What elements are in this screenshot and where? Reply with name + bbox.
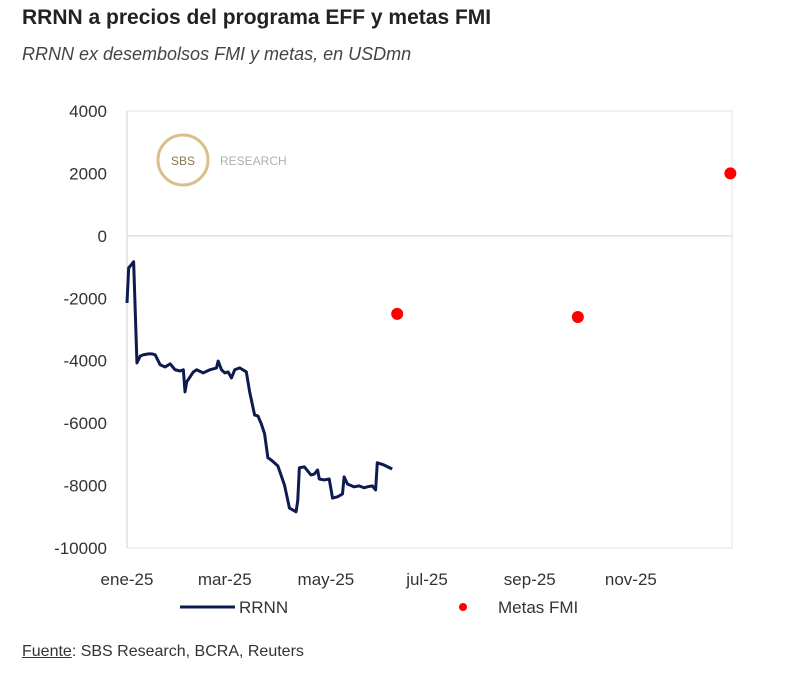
y-tick-label: 4000 (69, 102, 107, 121)
y-tick-label: -6000 (64, 414, 107, 433)
x-tick-label: may-25 (298, 570, 355, 589)
meta-fmi-point (571, 311, 584, 324)
legend-metas-swatch (459, 603, 467, 611)
x-tick-label: jul-25 (405, 570, 448, 589)
x-tick-label: nov-25 (605, 570, 657, 589)
meta-fmi-point (724, 167, 737, 180)
meta-fmi-point (391, 307, 404, 320)
chart-subtitle: RRNN ex desembolsos FMI y metas, en USDm… (22, 44, 412, 64)
y-tick-label: -10000 (54, 539, 107, 558)
logo-ring-icon (156, 133, 210, 187)
y-tick-label: -4000 (64, 352, 107, 371)
x-tick-label: mar-25 (198, 570, 252, 589)
x-tick-label: ene-25 (101, 570, 154, 589)
y-tick-label: -2000 (64, 289, 107, 308)
y-tick-label: 2000 (69, 164, 107, 183)
source-label: Fuente (22, 643, 72, 660)
source-text: : SBS Research, BCRA, Reuters (71, 643, 304, 660)
series-rrnn-line (125, 260, 393, 514)
logo-text: RESEARCH (220, 154, 287, 168)
plot-frame (126, 110, 733, 549)
y-tick-label: 0 (98, 227, 107, 246)
legend-rrnn-label: RRNN (239, 598, 288, 617)
source-note: Fuente: SBS Research, BCRA, Reuters (22, 643, 304, 661)
logo-mark: SBS (171, 154, 195, 168)
y-tick-label: -8000 (64, 477, 107, 496)
legend-metas-label: Metas FMI (498, 598, 578, 617)
x-tick-label: sep-25 (504, 570, 556, 589)
chart-title: RRNN a precios del programa EFF y metas … (22, 6, 492, 29)
